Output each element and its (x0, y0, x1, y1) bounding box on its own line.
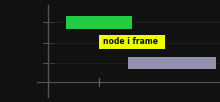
Text: node i frame: node i frame (103, 37, 158, 46)
Bar (99, 35, 165, 49)
Bar (66, 16, 132, 29)
Bar (128, 57, 216, 69)
